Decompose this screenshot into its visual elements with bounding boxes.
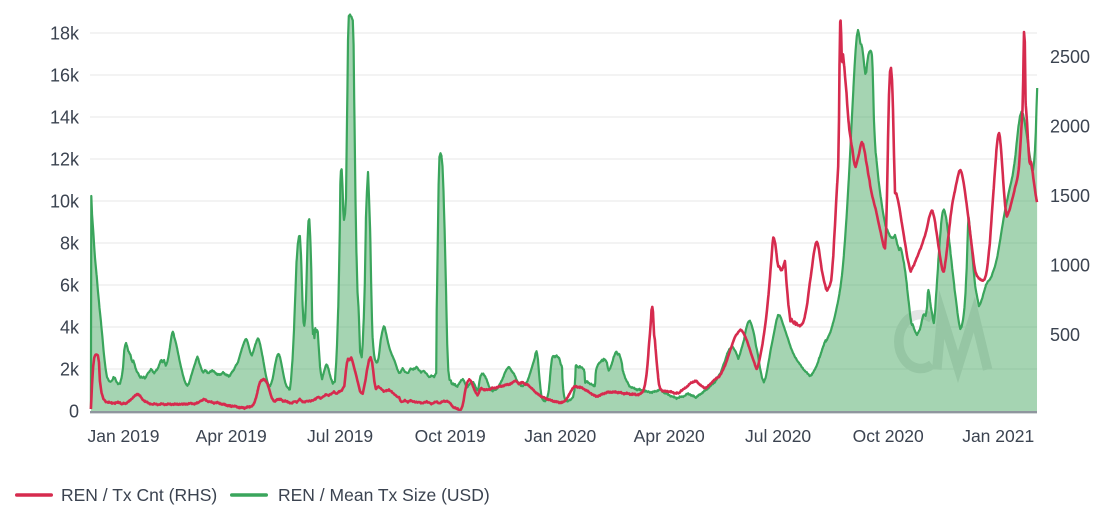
svg-text:2k: 2k bbox=[60, 359, 80, 379]
svg-text:0: 0 bbox=[69, 401, 79, 421]
svg-text:14k: 14k bbox=[50, 107, 80, 127]
svg-text:12k: 12k bbox=[50, 149, 80, 169]
svg-text:Apr 2020: Apr 2020 bbox=[634, 426, 705, 446]
svg-text:6k: 6k bbox=[60, 275, 80, 295]
svg-text:REN / Tx Cnt (RHS): REN / Tx Cnt (RHS) bbox=[61, 485, 217, 505]
svg-text:Jul 2020: Jul 2020 bbox=[745, 426, 811, 446]
svg-text:Oct 2019: Oct 2019 bbox=[415, 426, 486, 446]
svg-text:Apr 2019: Apr 2019 bbox=[196, 426, 267, 446]
svg-text:500: 500 bbox=[1050, 325, 1080, 345]
svg-text:10k: 10k bbox=[50, 191, 80, 211]
svg-text:Jan 2020: Jan 2020 bbox=[524, 426, 596, 446]
svg-text:1000: 1000 bbox=[1050, 256, 1090, 276]
svg-text:Jan 2021: Jan 2021 bbox=[962, 426, 1034, 446]
svg-text:1500: 1500 bbox=[1050, 186, 1090, 206]
svg-text:Oct 2020: Oct 2020 bbox=[853, 426, 924, 446]
svg-text:Jan 2019: Jan 2019 bbox=[87, 426, 159, 446]
svg-text:2500: 2500 bbox=[1050, 47, 1090, 67]
svg-text:16k: 16k bbox=[50, 65, 80, 85]
svg-text:2000: 2000 bbox=[1050, 116, 1090, 136]
svg-text:Jul 2019: Jul 2019 bbox=[307, 426, 373, 446]
svg-text:REN / Mean Tx Size (USD): REN / Mean Tx Size (USD) bbox=[278, 485, 490, 505]
svg-text:18k: 18k bbox=[50, 23, 80, 43]
svg-text:8k: 8k bbox=[60, 233, 80, 253]
svg-text:4k: 4k bbox=[60, 317, 80, 337]
